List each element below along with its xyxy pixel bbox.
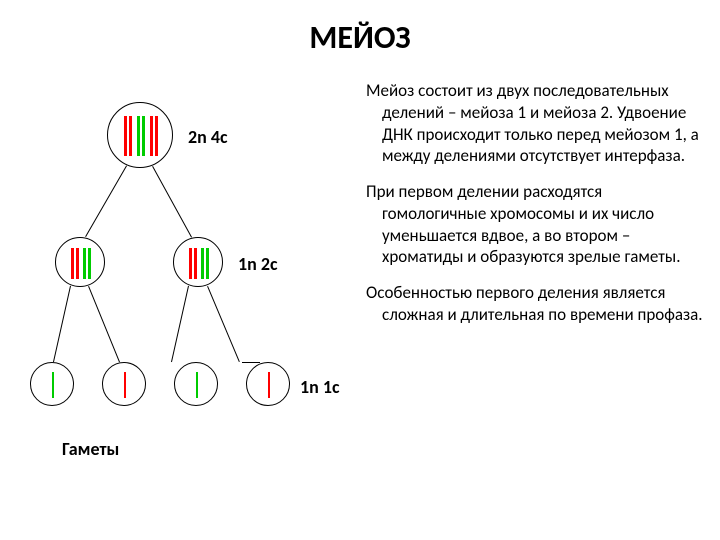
edge: [88, 286, 120, 362]
para-2: При первом делении расходятся гомологичн…: [366, 181, 706, 268]
chromosome: [194, 248, 197, 279]
chromosome: [88, 248, 91, 279]
chromosome: [124, 116, 127, 157]
cell-mid1: [55, 237, 105, 287]
chromosome: [189, 248, 192, 279]
edge: [53, 286, 71, 362]
cell-top: [107, 102, 173, 168]
cell-mid2: [173, 237, 223, 287]
meiosis-diagram: 2n 4c 1n 2c 1n 1c Гаметы: [20, 80, 340, 500]
edge: [207, 286, 240, 362]
chromosome: [83, 248, 86, 279]
description-column: Мейоз состоит из двух последовательных д…: [366, 80, 706, 340]
stage1-label: 2n 4c: [188, 126, 228, 148]
stage3-label: 1n 1c: [300, 376, 340, 398]
chromosome: [124, 372, 126, 398]
chromosome: [268, 372, 270, 398]
chromosome: [71, 248, 74, 279]
chromosome: [196, 372, 198, 398]
chromosome: [129, 116, 132, 157]
page-title: МЕЙОЗ: [0, 18, 720, 57]
chromosome: [206, 248, 209, 279]
chromosome: [52, 372, 54, 398]
para-1: Мейоз состоит из двух последовательных д…: [366, 80, 706, 167]
edge: [171, 286, 189, 362]
chromosome: [155, 116, 158, 157]
cell-bot1: [30, 362, 74, 406]
para-3: Особенностью первого деления является сл…: [366, 282, 706, 326]
cell-bot4: [246, 362, 290, 406]
chromosome: [201, 248, 204, 279]
chromosome: [142, 116, 145, 157]
edge: [85, 165, 127, 236]
cell-bot2: [102, 362, 146, 406]
chromosome: [76, 248, 79, 279]
chromosome: [137, 116, 140, 157]
chromosome: [150, 116, 153, 157]
cell-bot3: [174, 362, 218, 406]
edge: [242, 362, 260, 363]
edge: [152, 166, 192, 237]
stage2-label: 1n 2c: [238, 253, 278, 275]
gamety-label: Гаметы: [62, 438, 119, 460]
